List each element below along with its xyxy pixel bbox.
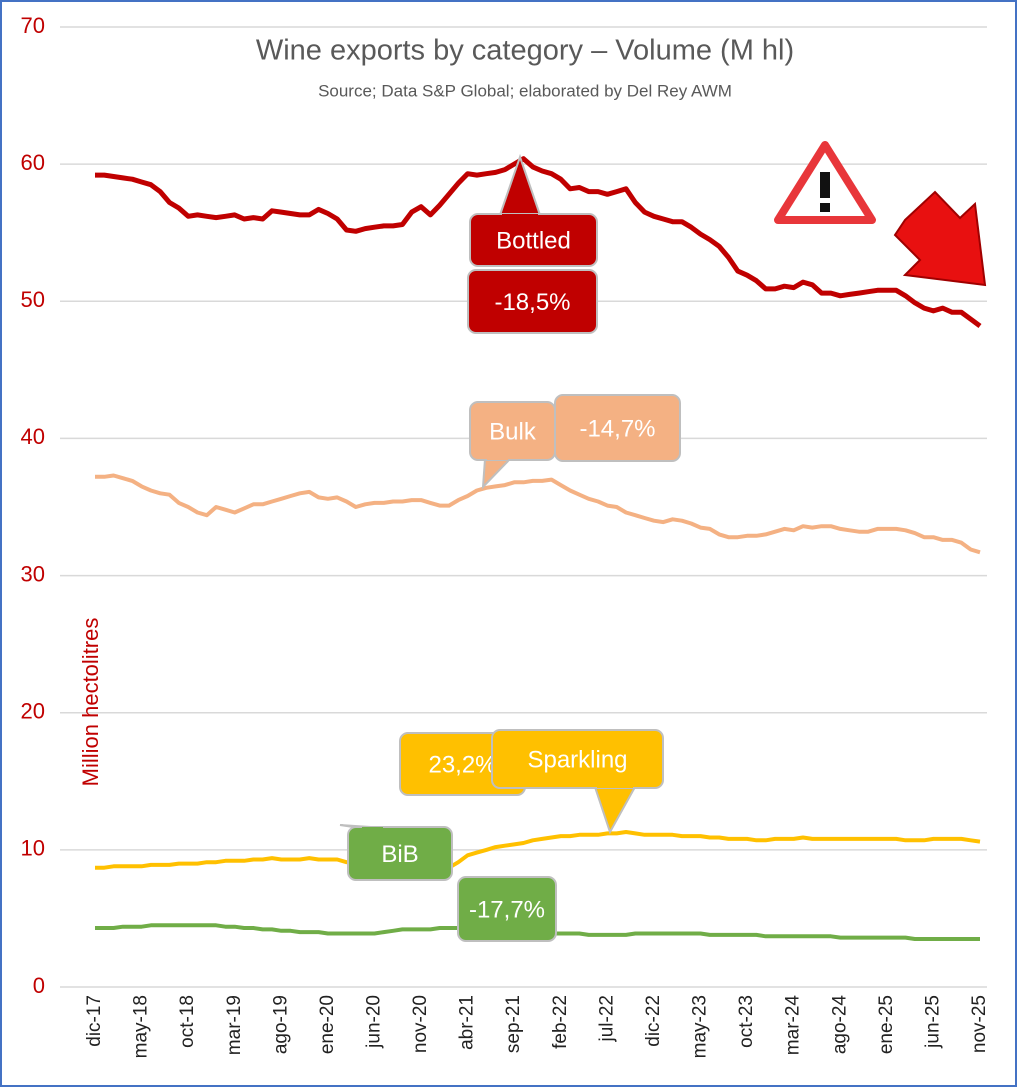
x-tick-label: jun-20 <box>363 995 384 1049</box>
callout-text: -14,7% <box>579 415 655 442</box>
x-tick-label: dic-17 <box>84 995 105 1047</box>
x-tick-label: dic-22 <box>643 995 664 1047</box>
y-tick-label: 20 <box>21 699 45 724</box>
x-tick-label: nov-20 <box>410 995 431 1053</box>
x-tick-label: oct-23 <box>736 995 757 1048</box>
callout: -18,5% <box>467 269 598 334</box>
callout: -14,7% <box>554 394 681 462</box>
series-line <box>95 473 981 555</box>
x-tick-label: ago-24 <box>829 995 850 1055</box>
annotations: Bottled -18,5% Bulk -14,7% 23,2% Sparkling BiB… <box>339 153 681 942</box>
series-line <box>95 830 981 872</box>
callout: Bottled <box>469 153 598 267</box>
callout-box <box>457 876 557 942</box>
callout-text: Bulk <box>489 418 537 445</box>
callout: BiB <box>339 824 453 881</box>
y-tick-label: 0 <box>33 973 45 998</box>
x-tick-label: feb-22 <box>550 995 571 1049</box>
callout: -17,7% <box>457 876 557 942</box>
callout-text: 23,2% <box>428 751 496 778</box>
callout-text: -17,7% <box>469 896 545 923</box>
callout-text: Bottled <box>496 227 571 254</box>
callout-box <box>554 394 681 462</box>
x-tick-label: abr-21 <box>457 995 478 1050</box>
down-arrow-icon <box>893 190 987 287</box>
x-tick-label: mar-24 <box>783 995 804 1056</box>
y-tick-label: 70 <box>21 13 45 38</box>
x-tick-label: jun-25 <box>922 995 943 1049</box>
series-line <box>95 156 982 329</box>
x-tick-label: jul-22 <box>596 995 617 1042</box>
callout-text: Sparkling <box>527 746 627 773</box>
x-tick-label: nov-25 <box>969 995 990 1053</box>
y-tick-label: 40 <box>21 424 45 449</box>
callout-box <box>491 729 664 789</box>
callout: Sparkling <box>491 729 664 835</box>
x-tick-label: ene-20 <box>317 995 338 1054</box>
y-tick-label: 10 <box>21 836 45 861</box>
y-tick-label: 60 <box>21 150 45 175</box>
chart-subtitle: Source; Data S&P Global; elaborated by D… <box>318 81 732 100</box>
x-tick-label: ene-25 <box>876 995 897 1054</box>
callout-text: BiB <box>381 841 418 868</box>
warning-icon <box>774 141 876 224</box>
chart-title: Wine exports by category – Volume (M hl) <box>256 35 794 67</box>
callout-box <box>347 826 453 881</box>
callout-box <box>467 269 598 334</box>
x-tick-label: mar-19 <box>224 995 245 1055</box>
callout: Bulk <box>469 401 556 490</box>
x-tick-label: sep-21 <box>503 995 524 1053</box>
y-tick-label: 30 <box>21 561 45 586</box>
x-tick-label: oct-18 <box>177 995 198 1048</box>
y-tick-label: 50 <box>21 287 45 312</box>
callout-text: -18,5% <box>494 289 570 316</box>
x-tick-label: may-18 <box>131 995 152 1058</box>
y-axis-label: Million hectolitres <box>78 618 103 787</box>
x-tick-label: may-23 <box>690 995 711 1058</box>
x-tick-label: ago-19 <box>270 995 291 1054</box>
